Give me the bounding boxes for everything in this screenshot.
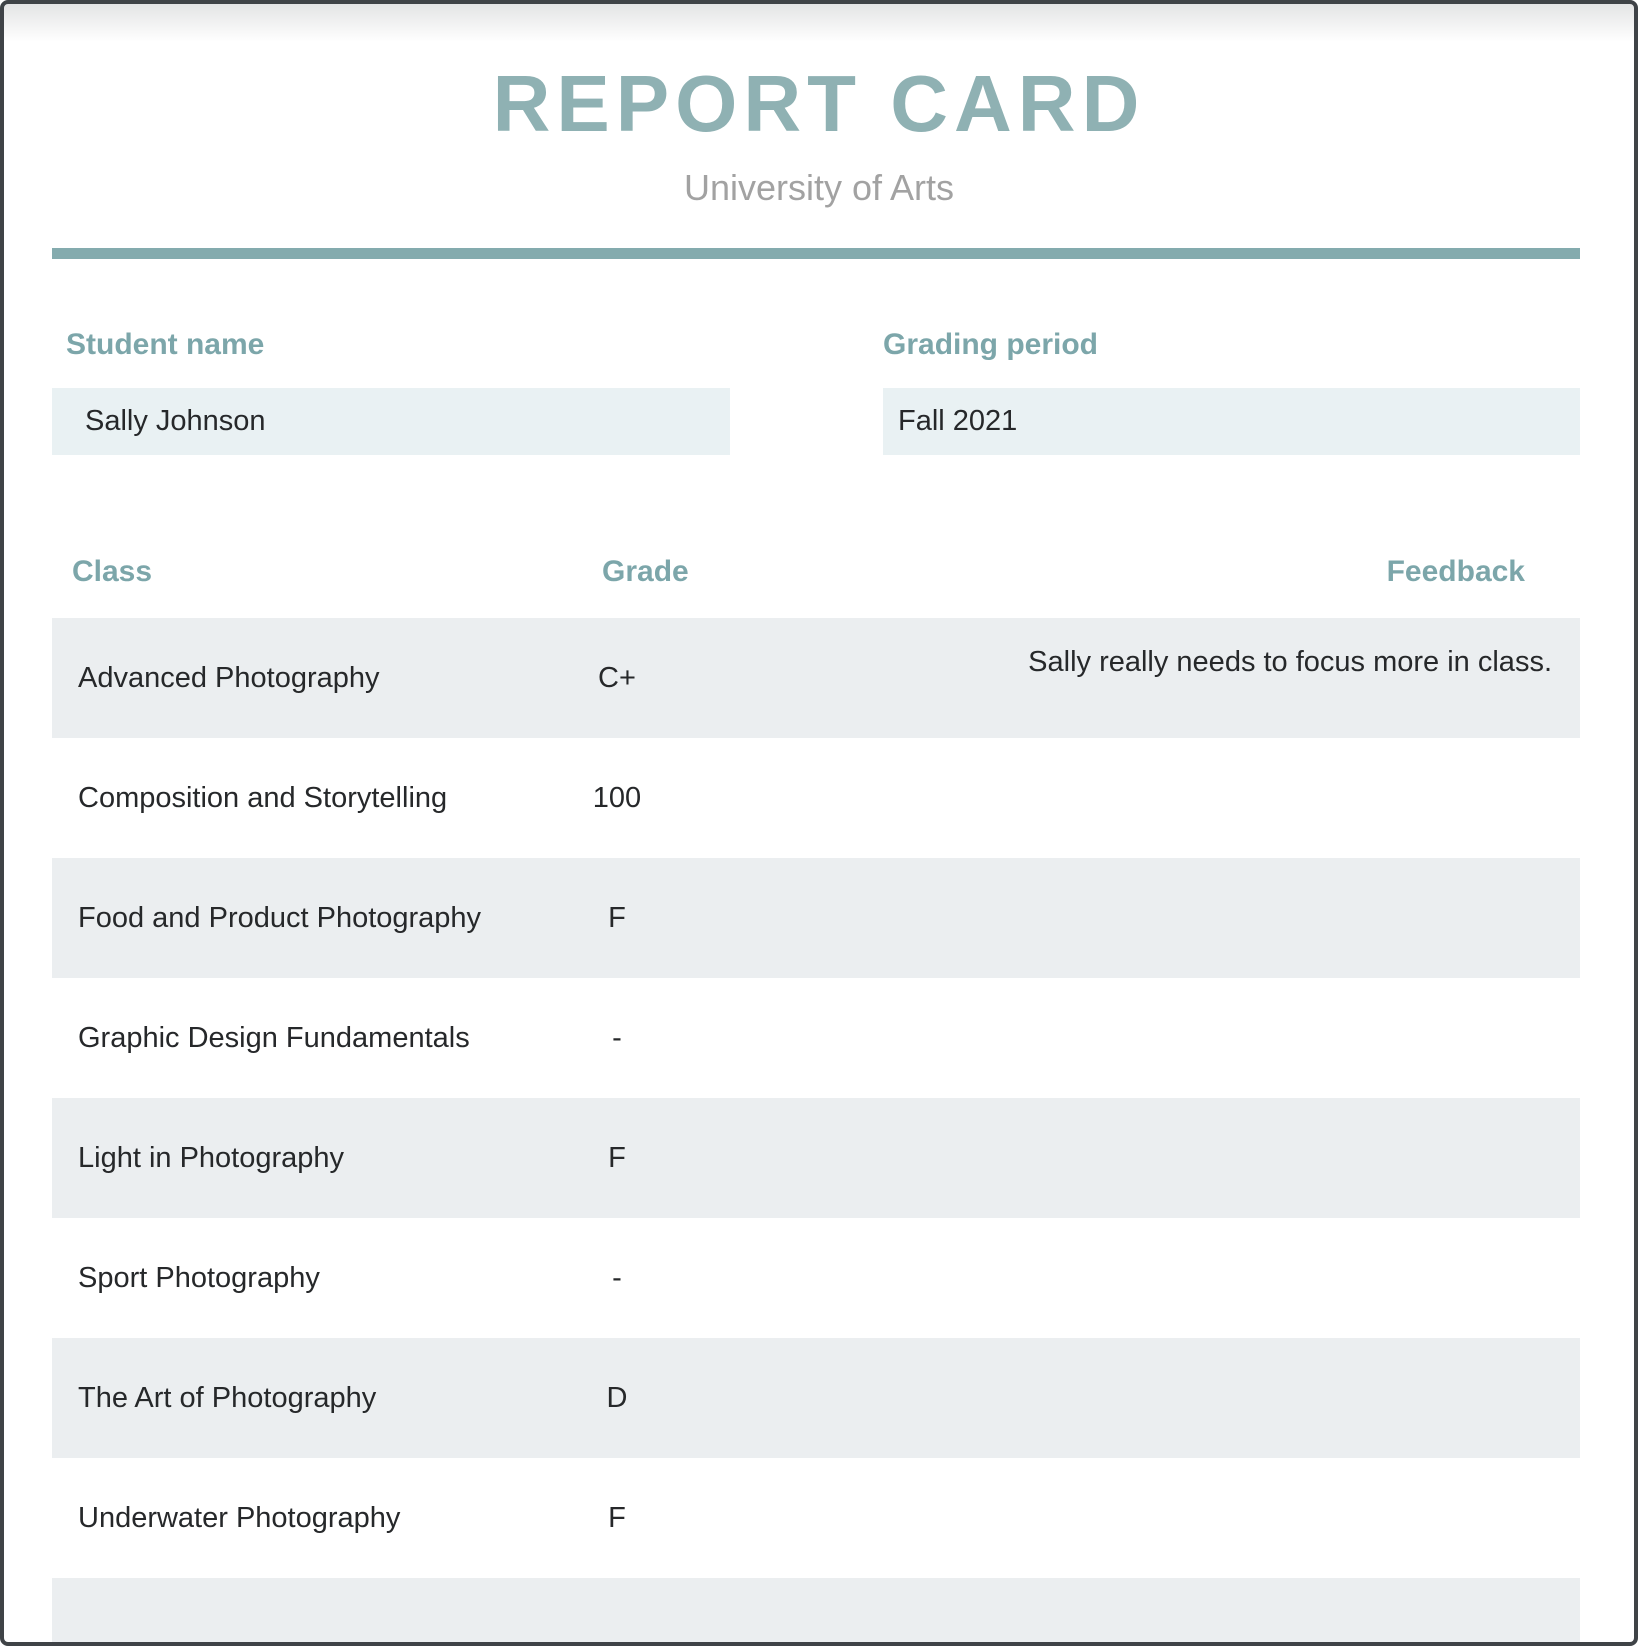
table-row: The Art of Photography D <box>52 1338 1580 1458</box>
feedback-cell <box>682 1218 1580 1338</box>
table-row <box>52 1578 1580 1642</box>
class-cell: Food and Product Photography <box>78 901 482 934</box>
feedback-cell: Sally really needs to focus more in clas… <box>1028 646 1552 678</box>
table-row: Graphic Design Fundamentals - <box>52 978 1580 1098</box>
table-row: Food and Product Photography F <box>52 858 1580 978</box>
table-row: Composition and Storytelling 100 <box>52 738 1580 858</box>
feedback-cell <box>682 858 1580 978</box>
class-cell: Advanced Photography <box>78 661 380 694</box>
student-name-field[interactable]: Sally Johnson <box>52 388 730 455</box>
header-divider <box>52 248 1580 259</box>
top-edge-shadow <box>4 4 1634 42</box>
column-header-feedback: Feedback <box>1386 555 1525 588</box>
class-cell: Graphic Design Fundamentals <box>78 1021 470 1054</box>
grade-cell: 100 <box>592 781 642 814</box>
grade-cell: F <box>608 1501 626 1534</box>
table-row: Sport Photography - <box>52 1218 1580 1338</box>
table-row: Light in Photography F <box>52 1098 1580 1218</box>
grades-table-header: Class Grade Feedback <box>4 557 1634 591</box>
class-cell: Composition and Storytelling <box>78 781 448 814</box>
feedback-cell <box>682 978 1580 1098</box>
grade-cell: C+ <box>598 661 636 694</box>
feedback-cell <box>682 1458 1580 1578</box>
grade-cell: - <box>612 1021 622 1054</box>
page-subtitle: University of Arts <box>683 167 955 208</box>
class-cell: Sport Photography <box>78 1261 320 1294</box>
page-title: REPORT CARD <box>492 59 1146 148</box>
grade-cell: - <box>612 1261 622 1294</box>
student-name-value: Sally Johnson <box>85 405 266 437</box>
grading-period-label: Grading period <box>883 328 1099 361</box>
class-cell: Light in Photography <box>78 1141 345 1174</box>
class-cell: The Art of Photography <box>78 1381 377 1414</box>
feedback-cell <box>682 738 1580 858</box>
column-header-grade: Grade <box>602 555 689 588</box>
table-row: Advanced Photography C+ Sally really nee… <box>52 618 1580 738</box>
grading-period-value: Fall 2021 <box>898 405 1018 437</box>
grading-period-field[interactable]: Fall 2021 <box>883 388 1580 455</box>
class-cell: Underwater Photography <box>78 1501 401 1534</box>
feedback-cell <box>682 1578 1580 1642</box>
grade-cell: F <box>608 1141 626 1174</box>
student-name-label: Student name <box>66 328 265 361</box>
grade-cell: D <box>606 1381 628 1414</box>
column-header-class: Class <box>72 555 153 588</box>
grades-table-body: Advanced Photography C+ Sally really nee… <box>52 618 1580 1642</box>
feedback-cell <box>682 1098 1580 1218</box>
grade-cell: F <box>608 901 626 934</box>
table-row: Underwater Photography F <box>52 1458 1580 1578</box>
feedback-cell <box>682 1338 1580 1458</box>
